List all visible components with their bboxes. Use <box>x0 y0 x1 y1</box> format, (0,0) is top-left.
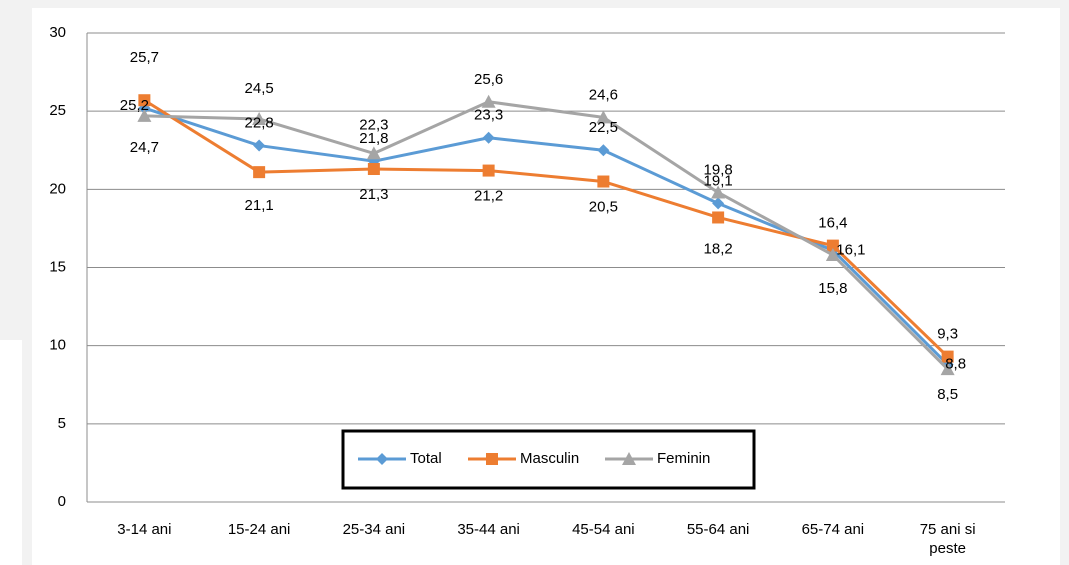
data-label: 24,5 <box>245 80 274 97</box>
data-label: 22,5 <box>589 119 618 136</box>
marker <box>481 94 496 108</box>
data-label: 22,3 <box>359 116 388 133</box>
marker <box>482 164 495 177</box>
data-label: 25,6 <box>474 71 503 88</box>
data-label: 19,1 <box>704 172 733 189</box>
legend-marker <box>622 452 636 465</box>
series <box>138 94 954 363</box>
data-label: 19,8 <box>704 161 733 178</box>
data-label: 8,8 <box>945 355 966 372</box>
marker <box>711 185 726 199</box>
y-tick-label: 30 <box>49 24 66 41</box>
data-label: 21,8 <box>359 130 388 147</box>
data-label: 23,3 <box>474 107 503 124</box>
x-tick-label: 3-14 ani <box>117 521 172 538</box>
data-label: 16,1 <box>836 241 865 258</box>
x-tick-label: 25-34 ani <box>342 521 406 538</box>
legend-label: Masculin <box>520 450 579 467</box>
marker <box>826 239 839 252</box>
marker <box>596 110 611 124</box>
y-tick-label: 15 <box>49 258 66 275</box>
series-line <box>144 100 949 371</box>
legend-label: Total <box>410 450 442 467</box>
legend-label: Feminin <box>657 450 710 467</box>
x-tick-label: 35-44 ani <box>457 521 520 538</box>
data-label: 24,7 <box>130 139 159 156</box>
marker <box>941 350 954 363</box>
data-label: 22,8 <box>245 115 274 132</box>
x-tick-label: 65-74 ani <box>801 521 865 538</box>
data-label: 18,2 <box>704 240 733 257</box>
data-label: 24,6 <box>589 86 618 103</box>
x-tick-label: 75 ani si peste <box>919 521 976 557</box>
data-label: 20,5 <box>589 198 618 215</box>
data-label: 9,3 <box>937 326 958 343</box>
marker <box>940 362 955 376</box>
y-tick-label: 20 <box>49 180 66 197</box>
data-label: 21,3 <box>359 186 388 203</box>
data-label: 25,2 <box>120 97 149 114</box>
series-line <box>143 106 949 366</box>
marker <box>597 175 610 188</box>
y-tick-label: 0 <box>58 493 66 510</box>
series <box>137 94 955 376</box>
data-label: 15,8 <box>818 280 847 297</box>
legend-marker <box>486 453 498 465</box>
data-label: 8,5 <box>937 386 958 403</box>
marker <box>367 163 380 176</box>
marker <box>137 108 152 122</box>
marker <box>825 247 840 261</box>
marker <box>712 197 725 210</box>
side-panel <box>0 340 22 565</box>
y-tick-label: 10 <box>49 337 66 354</box>
series-line <box>143 98 949 358</box>
marker <box>253 139 266 152</box>
marker <box>597 144 610 157</box>
x-tick-label: 55-64 ani <box>686 521 750 538</box>
data-label: 21,1 <box>245 197 274 214</box>
x-tick-label: 45-54 ani <box>572 521 635 538</box>
marker <box>366 146 381 160</box>
legend: Total Masculin Feminin <box>341 429 756 490</box>
y-tick-label: 5 <box>58 415 66 432</box>
marker <box>252 111 267 125</box>
legend-box <box>341 429 756 490</box>
marker <box>482 131 495 144</box>
data-label: 16,4 <box>818 215 847 232</box>
marker <box>712 211 725 224</box>
marker <box>138 94 151 107</box>
y-tick-label: 25 <box>49 102 66 119</box>
marker <box>253 166 266 179</box>
x-tick-label: 15-24 ani <box>227 521 291 538</box>
legend-marker <box>376 453 388 465</box>
data-label: 21,2 <box>474 188 503 205</box>
data-label: 25,7 <box>130 49 159 66</box>
